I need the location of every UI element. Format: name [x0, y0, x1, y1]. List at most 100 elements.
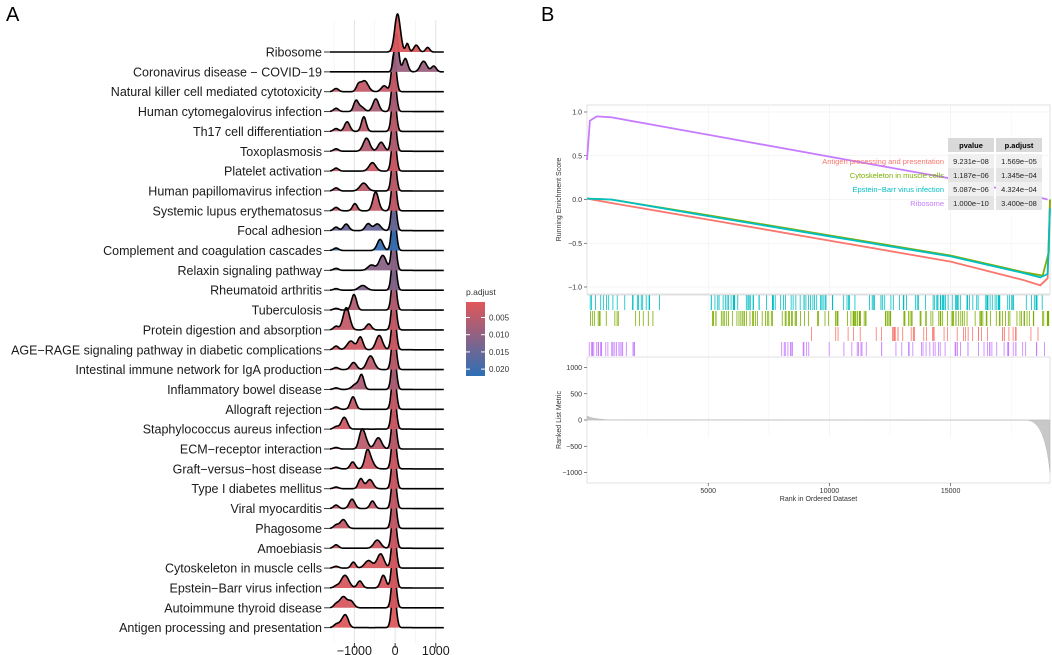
ridge-category-label: Protein digestion and absorption — [143, 323, 322, 337]
ridge-category-label: Natural killer cell mediated cytotoxicit… — [111, 85, 323, 99]
ridge-outline — [329, 350, 444, 391]
table-row-name: Antigen processing and presentation — [822, 157, 944, 166]
table-pvalue: 1.187e−06 — [953, 171, 989, 180]
ridge-outline — [330, 12, 444, 53]
ridge-category-label: Focal adhesion — [237, 224, 322, 238]
ridge-outline — [329, 91, 444, 133]
ridge-x-tick-label: −1000 — [337, 644, 372, 655]
ridge-category-label: Toxoplasmosis — [240, 145, 322, 159]
ridge-category-label: Complement and coagulation cascades — [103, 244, 322, 258]
padjust-legend: p.adjust 0.005 0.010 0.015 0.020 — [466, 287, 510, 376]
table-cell — [948, 182, 994, 196]
gsea-hit-marks — [587, 294, 1050, 356]
ridge-outline — [330, 449, 444, 490]
ridge-category-label: Type I diabetes mellitus — [191, 482, 322, 496]
ridge-category-label: Epstein−Barr virus infection — [169, 581, 322, 595]
ridge-outline — [329, 469, 444, 510]
ridgeline-plot-area — [330, 20, 448, 644]
table-pvalue: 9.231e−08 — [953, 157, 989, 166]
gsea-y-tick-label: −1.0 — [568, 285, 582, 292]
table-row-name: Cytoskeleton in muscle cells — [850, 171, 944, 180]
gsea-y-tick-label: 0.0 — [572, 197, 582, 204]
rank-y-tick-label: 500 — [570, 391, 582, 398]
ridge-outline — [330, 32, 444, 73]
ridge-area — [330, 550, 444, 588]
ridge-outline — [330, 171, 444, 212]
ridge-outline — [329, 72, 444, 113]
ridge-category-label: Graft−versus−host disease — [173, 462, 322, 476]
ridge-outline — [329, 210, 444, 252]
table-padjust: 4.324e−04 — [1001, 185, 1037, 194]
gsea-x-tick-label: 15000 — [941, 488, 961, 495]
gsea-x-tick-label: 5000 — [700, 488, 716, 495]
table-padjust: 3.400e−08 — [1001, 199, 1037, 208]
gsea-y-tick-label: 0.5 — [572, 153, 582, 160]
rank-y-tick-label: 1000 — [566, 365, 582, 372]
ridge-area — [330, 291, 444, 330]
table-cell — [996, 182, 1042, 196]
panel-b-letter: B — [541, 4, 554, 26]
ridge-category-label: Viral myocarditis — [231, 502, 322, 516]
table-cell — [996, 154, 1042, 168]
gsea-x-tick-label: 10000 — [820, 488, 840, 495]
gsea-series-line — [586, 197, 1051, 279]
table-cell — [996, 196, 1042, 210]
ridge-outline — [330, 389, 444, 431]
ridge-category-label: Staphylococcus aureus infection — [143, 423, 322, 437]
legend-colorbar — [466, 302, 485, 376]
ridge-outline — [329, 429, 444, 470]
gsea-y-tick-label: −0.5 — [568, 241, 582, 248]
legend-tick-label: 0.020 — [489, 365, 510, 374]
ridge-outline — [329, 310, 444, 351]
ridge-area — [330, 589, 444, 628]
ridge-category-label: Cytoskeleton in muscle cells — [165, 562, 322, 576]
gsea-x-axis-label: Rank in Ordered Dataset — [780, 496, 857, 503]
ridge-outline — [329, 290, 444, 331]
ridge-category-label: Relaxin signaling pathway — [177, 264, 322, 278]
gsea-chart: 1.0 0.5 0.0 −0.5 −1.0 Running Enrichment Scor… — [556, 104, 1051, 503]
ridge-category-label: Tuberculosis — [252, 304, 322, 318]
ridge-category-label: Systemic lupus erythematosus — [152, 204, 322, 218]
table-header-cell — [996, 138, 1042, 152]
rank-y-tick-label: −500 — [566, 444, 582, 451]
rank-y-axis-label: Ranked List Metric — [556, 391, 563, 449]
ridge-outline — [330, 250, 444, 292]
table-row-name: Epstein−Barr virus infection — [852, 185, 944, 194]
ridge-outline — [329, 151, 444, 192]
gsea-y-tick-label: 1.0 — [572, 110, 582, 117]
ridge-category-label: Allograft rejection — [225, 403, 322, 417]
ridge-outline — [329, 488, 444, 530]
ridge-area — [330, 490, 444, 529]
ridge-category-label: Rheumatoid arthritis — [210, 284, 322, 298]
ridge-outline — [330, 528, 444, 569]
ridge-outline — [330, 111, 444, 153]
ridge-x-tick-label: 1000 — [422, 644, 450, 655]
table-header-padjust: p.adjust — [1005, 141, 1034, 150]
ridge-category-label: Human papillomavirus infection — [148, 184, 322, 198]
table-padjust: 1.345e−04 — [1001, 171, 1037, 180]
ridgeline-category-labels: Ribosome Coronavirus disease − COVID−19 Na… — [11, 46, 330, 635]
ridge-category-label: Intestinal immune network for IgA produc… — [75, 363, 322, 377]
ridge-category-label: Autoimmune thyroid disease — [164, 601, 322, 615]
ridge-category-label: ECM−receptor interaction — [180, 443, 322, 457]
ridge-outline — [329, 588, 444, 629]
ridge-outline — [329, 191, 444, 232]
table-padjust: 1.569e−05 — [1001, 157, 1037, 166]
legend-title: p.adjust — [466, 287, 496, 297]
ridge-area — [330, 33, 444, 72]
ridge-category-label: Ribosome — [266, 46, 322, 60]
ridge-category-label: Th17 cell differentiation — [193, 125, 322, 139]
ridge-category-label: Amoebiasis — [257, 542, 322, 556]
legend-tick-label: 0.015 — [489, 348, 510, 357]
table-header-cell — [948, 138, 994, 152]
ridge-category-label: Inflammatory bowel disease — [167, 383, 322, 397]
ridge-outline — [330, 330, 444, 371]
table-cell — [948, 196, 994, 210]
ridge-category-label: Human cytomegalovirus infection — [138, 105, 322, 119]
table-pvalue: 1.000e−10 — [953, 199, 989, 208]
gsea-y-axis-label: Running Enrichment Score — [556, 158, 563, 242]
ridge-category-label: Antigen processing and presentation — [119, 621, 322, 635]
table-cell — [948, 154, 994, 168]
